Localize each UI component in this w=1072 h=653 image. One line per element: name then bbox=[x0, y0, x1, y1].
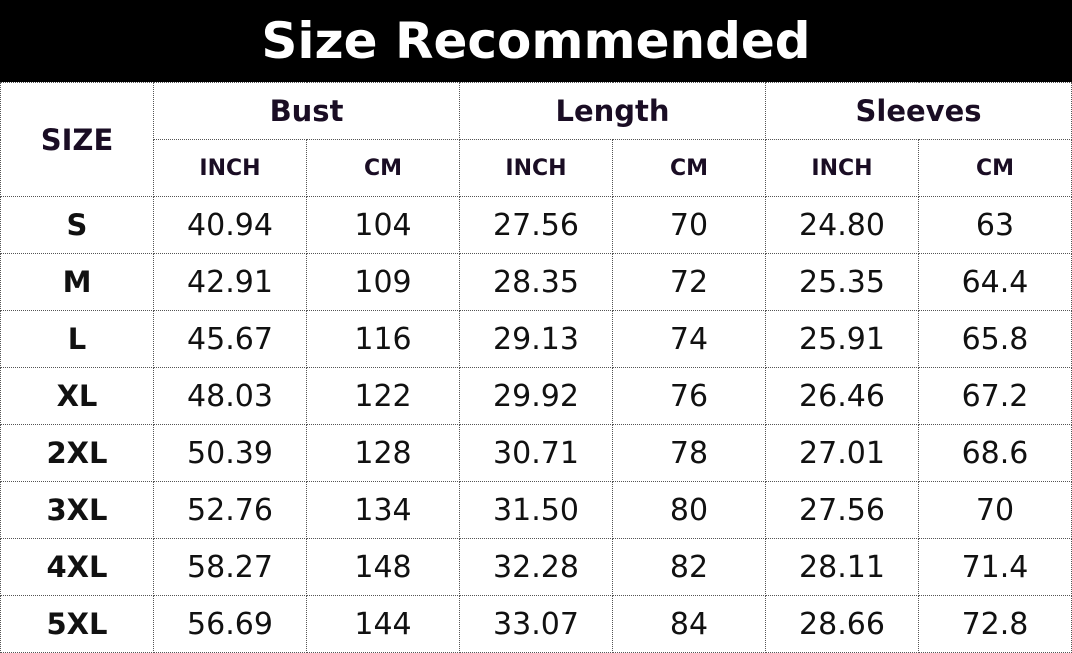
unit-header-row: INCH CM INCH CM INCH CM bbox=[1, 139, 1072, 197]
measurement-cell: 67.2 bbox=[918, 367, 1072, 425]
measurement-cell: 72 bbox=[612, 253, 766, 311]
unit-header: INCH bbox=[459, 139, 613, 197]
measurement-cell: 63 bbox=[918, 196, 1072, 254]
size-cell: 2XL bbox=[0, 424, 154, 482]
measurement-cell: 45.67 bbox=[153, 310, 307, 368]
measurement-cell: 70 bbox=[918, 481, 1072, 539]
measurement-cell: 28.11 bbox=[765, 538, 919, 596]
measurement-cell: 144 bbox=[306, 595, 460, 653]
measurement-cell: 30.71 bbox=[459, 424, 613, 482]
measurement-cell: 28.66 bbox=[765, 595, 919, 653]
measurement-cell: 42.91 bbox=[153, 253, 307, 311]
measurement-cell: 128 bbox=[306, 424, 460, 482]
measurement-cell: 27.56 bbox=[765, 481, 919, 539]
measurement-cell: 28.35 bbox=[459, 253, 613, 311]
unit-header: CM bbox=[918, 139, 1072, 197]
table-row: 4XL 58.27 148 32.28 82 28.11 71.4 bbox=[0, 538, 1072, 596]
measurement-cell: 25.35 bbox=[765, 253, 919, 311]
unit-header: INCH bbox=[765, 139, 919, 197]
measurement-cell: 32.28 bbox=[459, 538, 613, 596]
table-row: M 42.91 109 28.35 72 25.35 64.4 bbox=[0, 253, 1072, 311]
measurement-cell: 78 bbox=[612, 424, 766, 482]
measurement-cell: 72.8 bbox=[918, 595, 1072, 653]
measurement-cell: 76 bbox=[612, 367, 766, 425]
table-row: 5XL 56.69 144 33.07 84 28.66 72.8 bbox=[0, 595, 1072, 653]
measurement-cell: 64.4 bbox=[918, 253, 1072, 311]
size-cell: 5XL bbox=[0, 595, 154, 653]
measurement-cell: 29.92 bbox=[459, 367, 613, 425]
measurement-cell: 122 bbox=[306, 367, 460, 425]
measurement-cell: 31.50 bbox=[459, 481, 613, 539]
size-cell: S bbox=[0, 196, 154, 254]
measurement-cell: 104 bbox=[306, 196, 460, 254]
size-cell: 4XL bbox=[0, 538, 154, 596]
measurement-cell: 27.01 bbox=[765, 424, 919, 482]
measurement-cell: 68.6 bbox=[918, 424, 1072, 482]
measurement-cell: 48.03 bbox=[153, 367, 307, 425]
measurement-cell: 58.27 bbox=[153, 538, 307, 596]
measurement-cell: 56.69 bbox=[153, 595, 307, 653]
measurement-cell: 134 bbox=[306, 481, 460, 539]
unit-header: CM bbox=[306, 139, 460, 197]
size-cell: M bbox=[0, 253, 154, 311]
group-header-bust: Bust bbox=[153, 82, 460, 140]
group-header-length: Length bbox=[459, 82, 766, 140]
size-cell: XL bbox=[0, 367, 154, 425]
measurement-cell: 52.76 bbox=[153, 481, 307, 539]
group-header-row: SIZE Bust Length Sleeves bbox=[0, 82, 1072, 197]
group-header-sleeves: Sleeves bbox=[765, 82, 1072, 140]
size-table: SIZE Bust Length Sleeves INCH CM INCH CM… bbox=[0, 82, 1072, 653]
measurement-cell: 40.94 bbox=[153, 196, 307, 254]
table-row: XL 48.03 122 29.92 76 26.46 67.2 bbox=[0, 367, 1072, 425]
measurement-cell: 33.07 bbox=[459, 595, 613, 653]
measurement-cell: 74 bbox=[612, 310, 766, 368]
measurement-cell: 26.46 bbox=[765, 367, 919, 425]
page-title: Size Recommended bbox=[0, 0, 1072, 82]
table-row: L 45.67 116 29.13 74 25.91 65.8 bbox=[0, 310, 1072, 368]
measurement-cell: 109 bbox=[306, 253, 460, 311]
table-row: 2XL 50.39 128 30.71 78 27.01 68.6 bbox=[0, 424, 1072, 482]
size-column-header: SIZE bbox=[0, 82, 154, 197]
size-cell: L bbox=[0, 310, 154, 368]
table-row: 3XL 52.76 134 31.50 80 27.56 70 bbox=[0, 481, 1072, 539]
measurement-cell: 148 bbox=[306, 538, 460, 596]
measurement-cell: 82 bbox=[612, 538, 766, 596]
measurement-cell: 80 bbox=[612, 481, 766, 539]
measurement-cell: 27.56 bbox=[459, 196, 613, 254]
measurement-cell: 70 bbox=[612, 196, 766, 254]
measurement-cell: 24.80 bbox=[765, 196, 919, 254]
measurement-cell: 29.13 bbox=[459, 310, 613, 368]
measurement-cell: 71.4 bbox=[918, 538, 1072, 596]
measurement-cell: 65.8 bbox=[918, 310, 1072, 368]
measurement-cell: 116 bbox=[306, 310, 460, 368]
measurement-cell: 50.39 bbox=[153, 424, 307, 482]
unit-header: INCH bbox=[153, 139, 307, 197]
measurement-cell: 84 bbox=[612, 595, 766, 653]
measurement-cell: 25.91 bbox=[765, 310, 919, 368]
table-row: S 40.94 104 27.56 70 24.80 63 bbox=[0, 196, 1072, 254]
size-cell: 3XL bbox=[0, 481, 154, 539]
unit-header: CM bbox=[612, 139, 766, 197]
